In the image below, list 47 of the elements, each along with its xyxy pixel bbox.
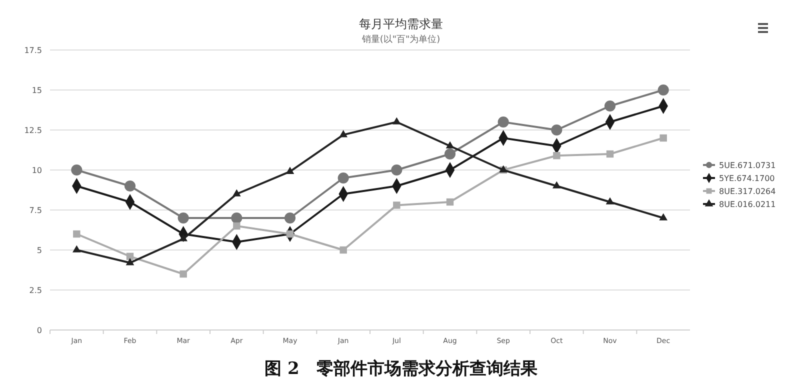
point bbox=[339, 130, 348, 138]
y-tick-label: 5 bbox=[36, 246, 42, 255]
legend-label: 8UE.317.0264 bbox=[719, 186, 776, 196]
caption: 图 2 零部件市场需求分析查询结果 bbox=[264, 359, 538, 379]
point bbox=[286, 166, 294, 174]
point bbox=[126, 252, 134, 260]
point bbox=[71, 164, 82, 176]
point bbox=[73, 230, 80, 238]
legend-label: 8UE.016.0211 bbox=[719, 200, 776, 209]
chart-subtitle: 销量(以"百"为单位) bbox=[360, 34, 440, 45]
point bbox=[391, 164, 402, 176]
point bbox=[231, 212, 242, 224]
y-tick-label: 7.5 bbox=[29, 206, 42, 215]
point bbox=[552, 181, 561, 188]
point bbox=[659, 213, 668, 220]
y-tick-label: 12.5 bbox=[24, 126, 42, 135]
point bbox=[660, 134, 667, 142]
point bbox=[180, 270, 187, 278]
point bbox=[284, 212, 296, 224]
point bbox=[606, 197, 614, 204]
legend-label: 5YE.674.1700 bbox=[719, 174, 775, 183]
y-tick-label: 17.5 bbox=[24, 46, 42, 55]
point bbox=[233, 222, 240, 230]
point bbox=[126, 258, 134, 266]
point bbox=[340, 246, 347, 254]
point bbox=[392, 117, 401, 124]
point bbox=[498, 116, 509, 128]
point bbox=[124, 180, 136, 192]
y-tick-label: 0 bbox=[36, 326, 42, 335]
point bbox=[553, 152, 560, 160]
point bbox=[551, 124, 562, 136]
legend-label: 5UE.671.0731 bbox=[719, 160, 776, 170]
point bbox=[338, 172, 349, 184]
y-tick-label: 10 bbox=[32, 166, 42, 175]
point bbox=[606, 150, 614, 158]
point bbox=[72, 245, 81, 252]
point bbox=[604, 100, 616, 112]
point bbox=[393, 202, 400, 209]
chart-title: 每月平均需求量 bbox=[359, 17, 443, 31]
point bbox=[232, 189, 241, 196]
point bbox=[178, 212, 189, 224]
point bbox=[446, 198, 454, 206]
point bbox=[446, 141, 454, 148]
point bbox=[444, 148, 456, 160]
y-tick-label: 15 bbox=[32, 86, 42, 95]
point bbox=[658, 84, 669, 96]
y-tick-label: 2.5 bbox=[29, 286, 42, 295]
